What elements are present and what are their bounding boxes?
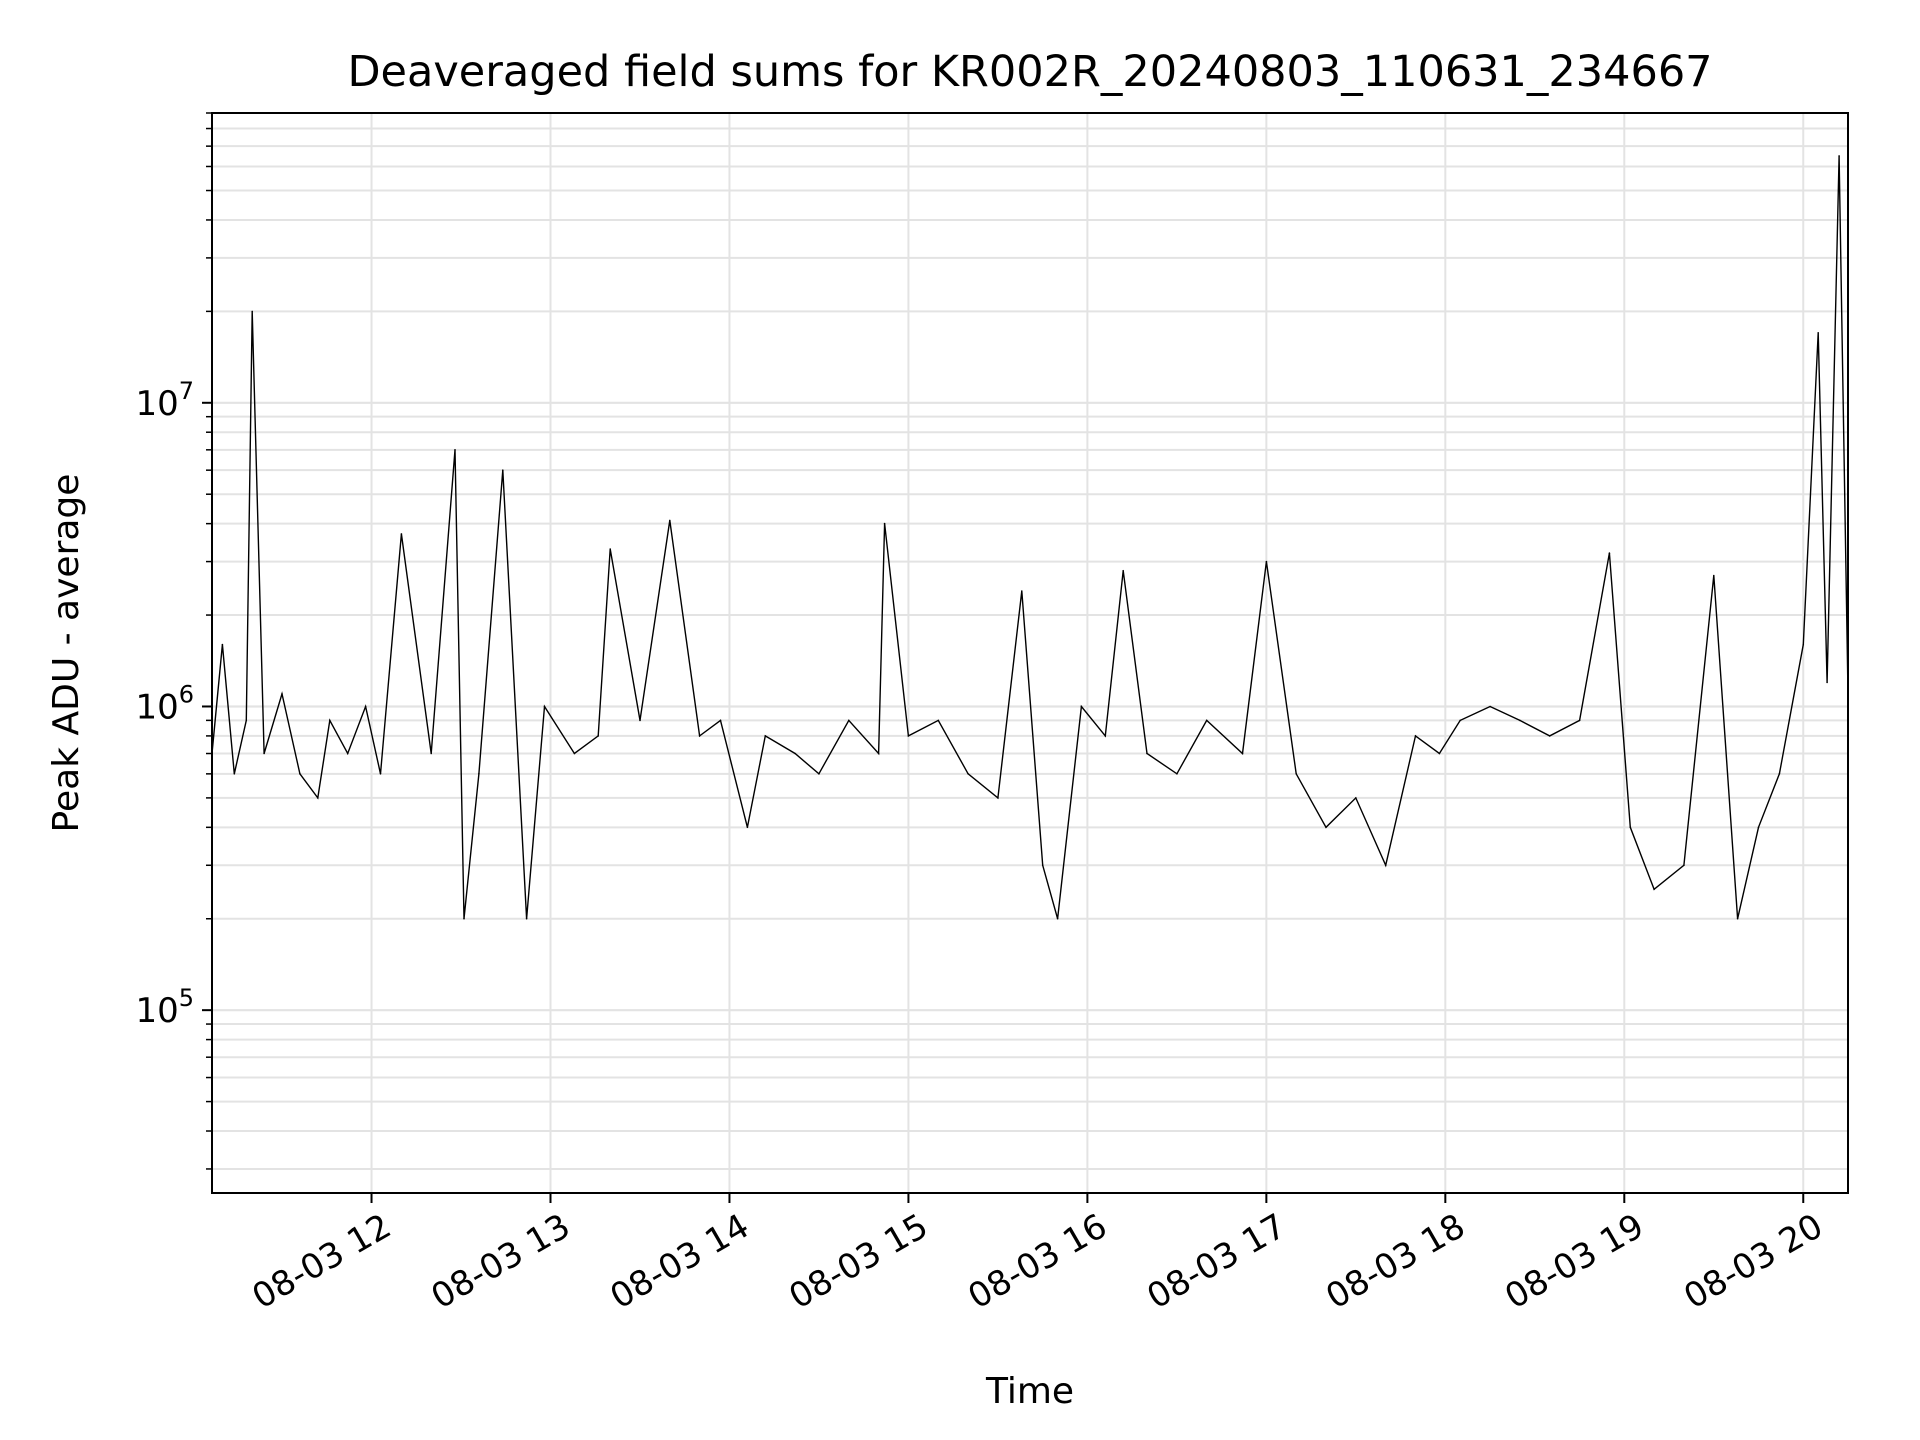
data-point	[233, 773, 236, 775]
data-point	[525, 917, 528, 920]
data-point	[364, 705, 367, 708]
data-point	[1548, 735, 1551, 737]
data-point	[1146, 752, 1148, 755]
data-point	[1205, 719, 1208, 722]
data-point	[263, 752, 265, 755]
data-point	[543, 705, 546, 708]
data-point	[597, 735, 599, 737]
major-gridlines	[212, 113, 1848, 1193]
data-point	[573, 752, 576, 755]
data-point	[478, 773, 480, 775]
y-tick-label: 107	[135, 377, 194, 424]
data-point	[1325, 826, 1327, 829]
data-point	[251, 310, 253, 313]
data-point	[1104, 735, 1107, 737]
data-point	[907, 735, 910, 737]
y-tick-label-base: 10	[135, 991, 178, 1031]
data-point	[1241, 752, 1244, 755]
x-axis-title: Time	[985, 1371, 1074, 1412]
data-point	[281, 693, 283, 695]
data-point	[1021, 590, 1023, 592]
data-point	[794, 752, 796, 755]
y-tick-label-exponent: 7	[179, 377, 194, 405]
data-point	[764, 735, 767, 737]
data-point	[299, 773, 301, 775]
data-point	[430, 752, 433, 755]
data-point	[1817, 332, 1819, 334]
data-point	[1384, 864, 1387, 867]
data-point	[1802, 643, 1805, 646]
chart-title: Deaveraged field sums for KR002R_2024080…	[347, 47, 1712, 97]
data-point	[245, 719, 248, 722]
series-layer	[211, 155, 1849, 920]
y-axis-title: Peak ADU - average	[46, 474, 87, 833]
data-point	[848, 719, 850, 722]
data-point	[1056, 917, 1059, 920]
data-point	[1757, 826, 1760, 829]
data-point	[1683, 864, 1685, 867]
data-point	[818, 773, 820, 775]
data-point	[1736, 917, 1739, 920]
data-point	[1176, 773, 1178, 775]
y-tick-label-exponent: 6	[179, 680, 194, 708]
data-point	[1080, 705, 1083, 708]
data-point	[698, 735, 701, 737]
data-point	[1414, 735, 1417, 737]
data-point	[1438, 752, 1441, 755]
data-point	[997, 797, 999, 799]
data-point	[1041, 864, 1044, 867]
data-point	[1826, 681, 1828, 684]
data-point	[719, 719, 722, 722]
data-point	[502, 469, 504, 472]
data-point	[1838, 155, 1840, 157]
y-tick-label-base: 10	[135, 687, 178, 727]
y-tick-label-exponent: 5	[179, 984, 194, 1012]
data-point	[669, 519, 671, 522]
data-point	[639, 719, 641, 722]
data-point	[609, 548, 611, 550]
data-point	[1355, 797, 1357, 799]
data-point	[1489, 705, 1491, 708]
data-point	[329, 719, 331, 722]
data-point	[1459, 719, 1461, 722]
y-tick-label: 105	[135, 984, 194, 1031]
data-point	[883, 522, 886, 525]
data-point	[1608, 552, 1611, 554]
data-point	[1265, 560, 1268, 563]
data-point	[1122, 569, 1124, 572]
data-point	[463, 917, 465, 920]
series-line	[211, 155, 1849, 919]
data-point	[1519, 719, 1521, 722]
data-point	[746, 826, 749, 829]
data-point	[1629, 826, 1632, 829]
data-point	[1713, 574, 1715, 577]
y-tick-label-base: 10	[135, 384, 178, 424]
data-point	[454, 449, 456, 451]
data-point	[1778, 773, 1781, 775]
data-point	[877, 752, 880, 755]
data-point	[967, 773, 969, 775]
y-tick-label: 106	[135, 680, 194, 727]
data-point	[1578, 719, 1581, 722]
plot-area-frame	[211, 112, 1849, 1194]
data-point	[221, 643, 224, 646]
data-point	[1295, 773, 1297, 775]
data-point	[1653, 888, 1655, 891]
minor-gridlines	[212, 112, 1848, 1170]
data-point	[317, 797, 319, 799]
data-point	[937, 719, 940, 722]
data-point	[346, 752, 349, 755]
data-point	[400, 533, 403, 535]
data-point	[379, 773, 382, 775]
